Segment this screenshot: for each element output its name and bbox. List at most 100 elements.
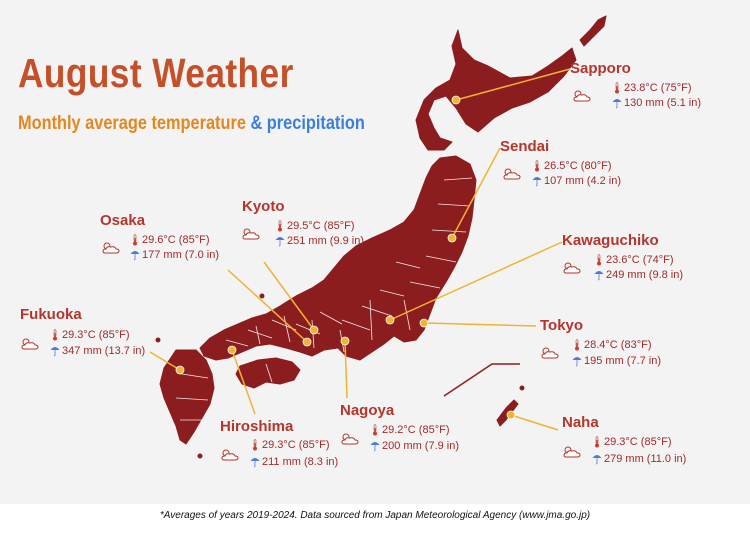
subtitle-temperature: Monthly average temperature [18,113,246,134]
leader-line-fukuoka [149,351,181,371]
marker-nagoya [340,336,350,346]
marker-fukuoka [175,365,185,375]
marker-sendai [447,233,457,243]
city-label-tokyo: Tokyo 28.4°C (83°F) 195 mm (7.7 in) [540,317,700,377]
city-name: Sendai [500,138,550,155]
precipitation-value: 211 mm (8.3 in) [262,456,339,468]
precipitation-value: 347 mm (13.7 in) [62,345,146,357]
thermometer-icon [595,436,599,448]
marker-kyoto [309,325,319,335]
umbrella-rain-icon [50,347,60,357]
umbrella-rain-icon [370,442,380,452]
precipitation-stat: 249 mm (9.8 in) [594,269,683,281]
island-dot [259,293,265,299]
city-name: Kyoto [242,198,285,215]
source-footnote: *Averages of years 2019-2024. Data sourc… [159,510,591,521]
umbrella-rain-icon [130,251,140,261]
thermometer-icon [597,254,601,266]
city-label-sapporo: Sapporo 23.8°C (75°F) 130 mm (5.1 in) [570,60,730,120]
city-label-kyoto: Kyoto 29.5°C (85°F) 251 mm (9.9 in) [242,198,392,258]
leader-line-nagoya [344,340,348,399]
temperature-stat: 26.5°C (80°F) [532,160,612,172]
city-label-kawaguchiko: Kawaguchiko 23.6°C (74°F) 249 mm (9.8 in… [562,232,737,292]
umbrella-rain-icon [594,271,604,281]
island-dot [155,337,161,343]
precipitation-value: 251 mm (9.9 in) [287,235,365,247]
city-label-fukuoka: Fukuoka 29.3°C (85°F) 347 mm (13.7 in) [20,306,170,366]
subtitle-precipitation: & precipitation [250,113,365,134]
temperature-value: 29.3°C (85°F) [62,329,130,341]
partly-cloudy-icon [541,347,559,359]
temperature-stat: 29.2°C (85°F) [370,424,450,436]
precipitation-stat: 130 mm (5.1 in) [612,97,701,109]
city-name: Tokyo [540,317,584,334]
marker-tokyo [419,318,429,328]
umbrella-rain-icon [612,99,622,109]
precipitation-stat: 195 mm (7.7 in) [572,355,661,367]
partly-cloudy-icon [221,449,239,461]
temperature-stat: 23.8°C (75°F) [612,82,692,94]
umbrella-rain-icon [532,177,542,187]
shikoku-island [235,357,301,389]
thermometer-icon [278,220,282,232]
city-markers [175,95,516,420]
thermometer-icon [133,234,137,246]
city-label-hiroshima: Hiroshima 29.3°C (85°F) 211 mm (8.3 in) [220,418,370,478]
partly-cloudy-icon [102,242,120,254]
city-name: Fukuoka [20,306,82,323]
marker-sapporo [451,95,461,105]
marker-hiroshima [227,345,237,355]
city-name: Kawaguchiko [562,232,659,249]
temperature-value: 23.6°C (74°F) [606,254,674,266]
precipitation-stat: 107 mm (4.2 in) [532,175,621,187]
okinawa-inset-border [443,363,520,397]
city-name: Naha [562,414,599,431]
city-label-nagoya: Nagoya 29.2°C (85°F) 200 mm (7.9 in) [340,402,490,462]
precipitation-stat: 251 mm (9.9 in) [275,235,364,247]
temperature-value: 26.5°C (80°F) [544,160,612,172]
partly-cloudy-icon [573,90,591,102]
island-dot [197,453,203,459]
precipitation-value: 200 mm (7.9 in) [382,440,460,452]
thermometer-icon [53,329,57,341]
hokkaido-island [415,29,577,151]
precipitation-value: 177 mm (7.0 in) [142,249,220,261]
island-dot [519,385,525,391]
thermometer-icon [535,160,539,172]
page-subtitle: Monthly average temperature & precipitat… [18,113,365,135]
marker-osaka [302,337,312,347]
leader-line-sapporo [455,68,571,101]
temperature-stat: 23.6°C (74°F) [594,254,674,266]
kyushu-island [159,349,215,445]
precipitation-value: 130 mm (5.1 in) [624,97,702,109]
partly-cloudy-icon [21,338,39,350]
temperature-stat: 29.3°C (85°F) [250,439,330,451]
marker-kawaguchiko [385,315,395,325]
city-label-osaka: Osaka 29.6°C (85°F) 177 mm (7.0 in) [100,212,250,272]
marker-naha [506,410,516,420]
leader-line-naha [510,414,559,431]
temperature-stat: 29.6°C (85°F) [130,234,210,246]
precipitation-value: 249 mm (9.8 in) [606,269,684,281]
temperature-stat: 29.3°C (85°F) [592,436,672,448]
temperature-value: 29.6°C (85°F) [142,234,210,246]
partly-cloudy-icon [242,228,260,240]
temperature-value: 29.2°C (85°F) [382,424,450,436]
temperature-value: 23.8°C (75°F) [624,82,692,94]
city-name: Sapporo [570,60,631,77]
temperature-stat: 29.5°C (85°F) [275,220,355,232]
thermometer-icon [615,82,619,94]
precipitation-stat: 177 mm (7.0 in) [130,249,219,261]
partly-cloudy-icon [503,168,521,180]
honshu-island [199,155,477,361]
partly-cloudy-icon [563,262,581,274]
umbrella-rain-icon [275,237,285,247]
temperature-value: 29.3°C (85°F) [262,439,330,451]
city-name: Osaka [100,212,146,229]
city-name: Hiroshima [220,418,294,435]
leader-lines [149,68,571,431]
thermometer-icon [373,424,377,436]
leader-line-osaka [227,269,308,343]
precipitation-stat: 211 mm (8.3 in) [250,456,338,468]
umbrella-rain-icon [592,455,602,465]
